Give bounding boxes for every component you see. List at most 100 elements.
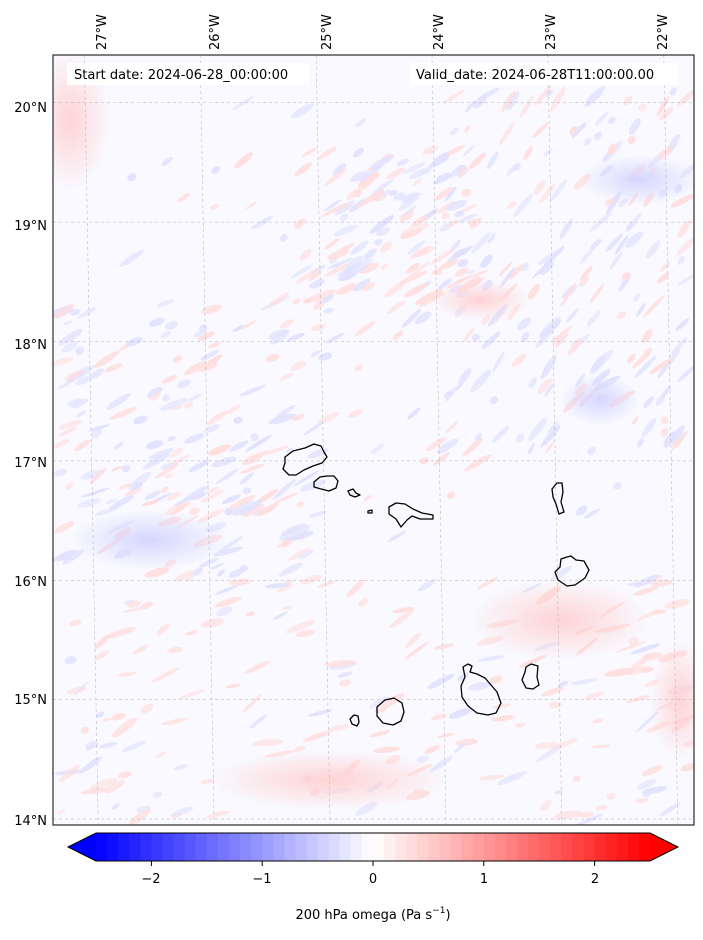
omega-cell — [156, 299, 174, 308]
omega-cell — [192, 567, 203, 576]
omega-cell — [604, 667, 636, 677]
omega-cell — [471, 231, 491, 254]
omega-cell — [677, 274, 694, 286]
omega-cell — [387, 530, 407, 543]
omega-cell — [498, 121, 516, 146]
omega-cell — [124, 488, 142, 497]
colorbar-tick-label: 0 — [369, 872, 377, 887]
omega-cell — [584, 85, 606, 107]
gridline-lon — [199, 55, 215, 825]
colorbar-cell — [583, 833, 595, 861]
omega-cell — [95, 711, 105, 718]
omega-cell — [627, 135, 636, 145]
omega-cell — [479, 774, 505, 781]
omega-cell — [245, 201, 257, 210]
omega-cell — [350, 171, 368, 182]
omega-cell — [413, 177, 423, 186]
colorbar-cell — [350, 833, 363, 861]
colorbar-cell — [251, 833, 263, 861]
lat-labels: 20°N 19°N 18°N 17°N 16°N 15°N 14°N — [14, 101, 47, 829]
omega-cell — [300, 574, 323, 585]
omega-cell — [550, 566, 573, 581]
omega-cell — [659, 261, 671, 272]
omega-cell — [493, 703, 511, 709]
island-maio — [521, 663, 540, 690]
omega-cell — [276, 539, 295, 548]
omega-cell — [79, 756, 102, 774]
colorbar-cell — [162, 833, 174, 861]
omega-cell — [53, 303, 75, 319]
omega-cell — [467, 681, 492, 691]
island-santiago — [460, 663, 502, 716]
omega-cell — [216, 606, 233, 617]
omega-cell — [457, 258, 469, 267]
omega-cell — [535, 744, 563, 763]
omega-cell — [650, 579, 673, 588]
colorbar-cell — [594, 833, 607, 861]
omega-cell — [361, 282, 375, 292]
omega-cell — [214, 596, 242, 608]
omega-cell — [589, 350, 613, 373]
island-sal — [551, 482, 565, 515]
omega-cell — [294, 218, 306, 229]
omega-cell — [272, 479, 297, 500]
island-brava — [349, 714, 360, 727]
omega-cell — [506, 201, 517, 209]
omega-cell — [521, 262, 529, 272]
omega-cell — [332, 262, 342, 268]
omega-cell — [184, 361, 206, 376]
omega-cell — [292, 298, 301, 304]
omega-cell — [424, 745, 440, 755]
colorbar-cell — [151, 833, 163, 861]
omega-field — [53, 55, 694, 825]
colorbar-cell — [295, 833, 307, 861]
omega-cell — [177, 379, 191, 388]
omega-cell — [543, 148, 553, 157]
omega-cell — [651, 609, 666, 615]
colorbar-cell — [439, 833, 451, 861]
omega-cell — [201, 304, 222, 315]
omega-cell — [127, 173, 137, 182]
omega-cell — [294, 162, 313, 177]
colorbar-cell — [328, 833, 341, 861]
colorbar-cell — [107, 833, 119, 861]
omega-cell — [444, 390, 453, 398]
omega-cell — [177, 193, 190, 203]
omega-cell — [118, 771, 132, 779]
omega-cell — [85, 742, 99, 751]
omega-cell — [358, 598, 368, 607]
omega-cell — [636, 302, 646, 317]
colorbar-cell — [450, 833, 463, 861]
omega-cell — [451, 239, 461, 251]
omega-cell — [238, 385, 266, 397]
omega-cell — [161, 718, 188, 726]
omega-cell — [506, 163, 518, 176]
omega-cell — [64, 656, 77, 665]
omega-cell — [538, 183, 556, 204]
colorbar-cell — [173, 833, 186, 861]
colorbar-cell — [361, 833, 374, 861]
omega-cell — [140, 703, 154, 714]
colorbar-label-main: 200 hPa omega (Pa s — [295, 908, 432, 923]
omega-cell — [244, 434, 272, 453]
lon-label: 25°W — [320, 14, 335, 50]
omega-cell — [572, 775, 581, 782]
omega-cell — [454, 382, 464, 391]
omega-cell — [636, 779, 657, 790]
omega-cell — [489, 675, 503, 684]
lat-label: 19°N — [14, 219, 47, 234]
omega-cell — [290, 360, 307, 371]
omega-cell — [463, 454, 492, 472]
omega-cell — [53, 468, 67, 477]
omega-cell — [53, 549, 78, 562]
omega-cell — [74, 439, 91, 452]
omega-cell — [65, 482, 74, 490]
omega-cell — [81, 487, 110, 498]
omega-cell — [461, 188, 472, 197]
omega-cell — [621, 272, 631, 280]
colorbar-tick-label: −1 — [252, 872, 271, 887]
omega-cell — [528, 417, 548, 442]
lat-label: 14°N — [14, 814, 47, 829]
omega-cell — [532, 122, 549, 139]
